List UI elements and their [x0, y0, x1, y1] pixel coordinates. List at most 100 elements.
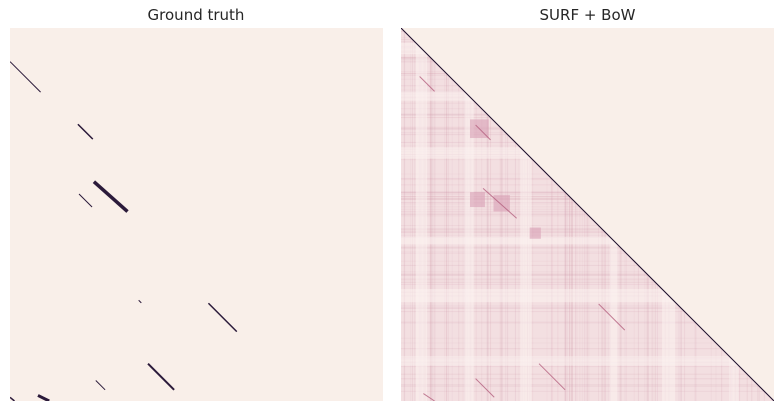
- similarity-stripe-v: [486, 28, 488, 401]
- similarity-stripe-h: [401, 252, 774, 254]
- similarity-stripe-h: [401, 283, 774, 285]
- similarity-stripe-h: [401, 281, 774, 283]
- similarity-stripe-v: [576, 28, 578, 401]
- similarity-stripe-v: [447, 28, 449, 401]
- similarity-stripe-h: [401, 231, 774, 233]
- similarity-segment-3: [482, 188, 517, 219]
- loop-closure-segment-8: [95, 380, 106, 391]
- loop-closure-segment-7: [147, 362, 175, 391]
- similarity-stripe-h: [401, 247, 774, 249]
- similarity-stripe-v: [552, 28, 554, 401]
- similarity-stripe-h: [401, 232, 774, 234]
- similarity-stripe-h: [401, 306, 774, 308]
- similarity-segment-6: [475, 378, 495, 398]
- similarity-stripe-v: [550, 28, 552, 401]
- similarity-stripe-h: [401, 384, 774, 386]
- similarity-stripe-v: [505, 28, 507, 401]
- similarity-stripe-v: [430, 28, 432, 401]
- loop-closure-segment-3: [78, 193, 93, 208]
- similarity-stripe-h: [401, 378, 774, 380]
- similarity-stripe-v: [445, 28, 447, 401]
- similarity-stripe-v: [432, 28, 434, 401]
- heatmap-background: [10, 28, 383, 401]
- similarity-stripe-v: [414, 28, 416, 401]
- similarity-stripe-v: [566, 28, 568, 401]
- similarity-stripe-v: [585, 28, 587, 401]
- loop-closure-segment-4: [92, 180, 129, 213]
- similarity-stripe-v: [501, 28, 503, 401]
- similarity-stripe-h: [401, 251, 774, 253]
- similarity-stripe-h: [401, 224, 774, 226]
- loop-closure-segment-6: [207, 302, 238, 333]
- similarity-stripe-v: [487, 28, 489, 401]
- loop-closure-segment-1: [10, 61, 41, 93]
- similarity-stripe-h: [401, 260, 774, 262]
- similarity-stripe-h: [401, 264, 774, 266]
- similarity-stripe-v: [564, 28, 566, 401]
- similarity-stripe-v: [514, 28, 516, 401]
- similarity-stripe-v: [500, 28, 502, 401]
- light-band-h-4: [401, 236, 774, 245]
- chart-panel-ground-truth: Ground truth: [10, 6, 383, 401]
- similarity-stripe-h: [401, 246, 774, 248]
- similarity-stripe-v: [564, 28, 566, 401]
- light-band-v-3: [520, 28, 532, 401]
- similarity-stripe-v: [475, 28, 477, 401]
- similarity-stripe-h: [401, 247, 774, 249]
- similarity-stripe-h: [401, 366, 774, 368]
- similarity-stripe-h: [401, 273, 774, 275]
- similarity-stripe-h: [401, 228, 774, 230]
- similarity-stripe-v: [458, 28, 460, 401]
- similarity-stripe-h: [401, 278, 774, 280]
- similarity-stripe-v: [571, 28, 573, 401]
- similarity-stripe-v: [568, 28, 570, 401]
- similarity-stripe-v: [490, 28, 492, 401]
- similarity-segment-2: [475, 124, 491, 141]
- similarity-stripe-h: [401, 337, 774, 339]
- similarity-stripe-v: [507, 28, 509, 401]
- similarity-stripe-h: [401, 322, 774, 324]
- similarity-stripe-h: [401, 311, 774, 313]
- similarity-stripe-h: [401, 274, 774, 276]
- similarity-stripe-v: [557, 28, 559, 401]
- similarity-stripe-v: [410, 28, 412, 401]
- similarity-stripe-v: [486, 28, 488, 401]
- similarity-stripe-v: [567, 28, 569, 401]
- similarity-stripe-v: [579, 28, 581, 401]
- similarity-stripe-v: [451, 28, 453, 401]
- similarity-stripe-v: [431, 28, 433, 401]
- similarity-stripe-v: [571, 28, 573, 401]
- light-band-h-6: [401, 356, 774, 366]
- similarity-stripe-h: [401, 278, 774, 280]
- similarity-stripe-v: [481, 28, 483, 401]
- similarity-stripe-v: [429, 28, 431, 401]
- chart-title-ground-truth: Ground truth: [147, 6, 245, 24]
- similarity-segment-7: [423, 393, 435, 401]
- similarity-stripe-v: [575, 28, 577, 401]
- similarity-stripe-v: [581, 28, 583, 401]
- hot-spot-2: [470, 192, 485, 208]
- loop-closure-segment-2: [77, 123, 94, 140]
- loop-closure-segment-5: [138, 299, 142, 304]
- loop-closure-segment-9: [37, 394, 50, 401]
- chart-panel-surf-bow: SURF + BoW: [392, 0, 783, 411]
- similarity-segment-5: [538, 363, 566, 391]
- similarity-stripe-v: [532, 28, 534, 401]
- similarity-stripe-h: [401, 307, 774, 309]
- similarity-stripe-h: [401, 384, 774, 386]
- similarity-stripe-h: [401, 390, 774, 392]
- similarity-stripe-h: [401, 229, 774, 231]
- similarity-stripe-h: [401, 305, 774, 307]
- similarity-stripe-v: [446, 28, 448, 401]
- similarity-stripe-h: [401, 215, 774, 217]
- similarity-stripe-v: [569, 28, 571, 401]
- heatmap-ground-truth: [10, 28, 383, 401]
- similarity-segment-4: [598, 303, 626, 331]
- similarity-stripe-h: [401, 385, 774, 387]
- hot-spot-4: [529, 227, 541, 239]
- similarity-stripe-v: [500, 28, 502, 401]
- similarity-stripe-h: [401, 348, 774, 350]
- similarity-stripe-h: [401, 234, 774, 236]
- similarity-stripe-v: [431, 28, 433, 401]
- similarity-stripe-v: [583, 28, 585, 401]
